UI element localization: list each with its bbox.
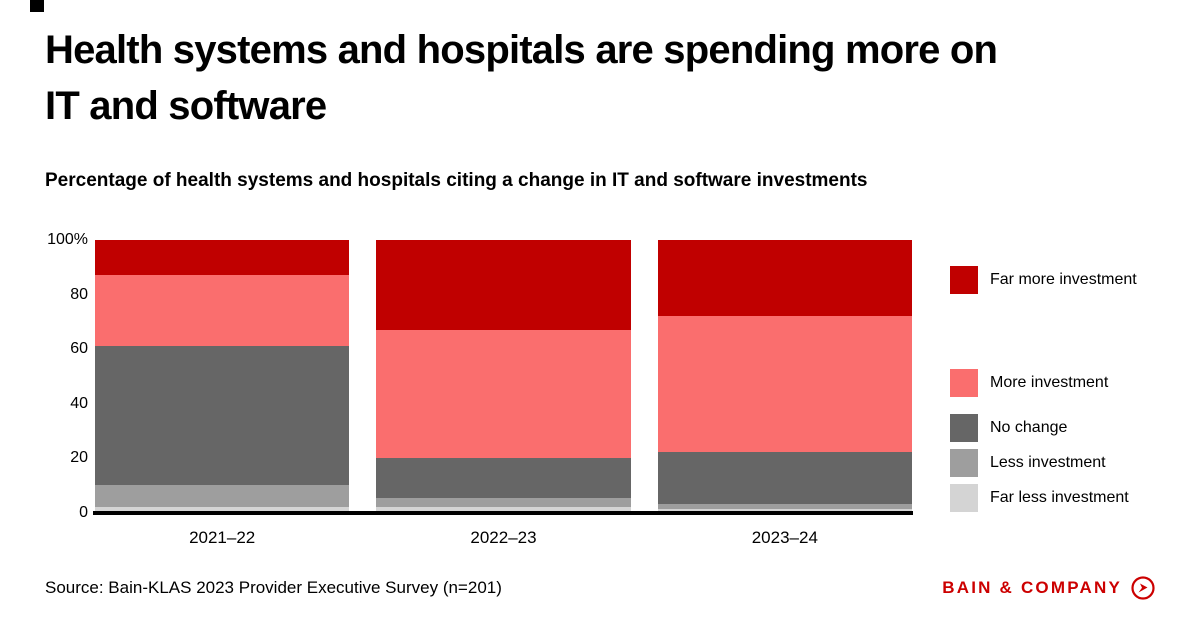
y-axis: 100% 80 60 40 20 0 bbox=[20, 231, 88, 522]
segment-far-less-investment bbox=[95, 506, 350, 512]
plot-area bbox=[95, 240, 912, 512]
y-tick-label: 80 bbox=[70, 285, 88, 303]
segment-no-change bbox=[376, 457, 631, 499]
x-axis-line bbox=[93, 511, 913, 515]
legend: Far more investment More investment No cha… bbox=[950, 240, 1195, 514]
segment-less-investment bbox=[376, 498, 631, 507]
segment-far-more-investment bbox=[657, 240, 912, 317]
legend-label: No change bbox=[990, 419, 1068, 436]
segment-more-investment bbox=[657, 316, 912, 453]
legend-label: Far more investment bbox=[990, 271, 1137, 288]
bain-logo-icon bbox=[1131, 576, 1155, 600]
page-title: Health systems and hospitals are spendin… bbox=[45, 28, 998, 128]
legend-label: More investment bbox=[990, 374, 1109, 391]
x-axis-labels: 2021–22 2022–23 2023–24 bbox=[95, 528, 912, 548]
source-note: Source: Bain-KLAS 2023 Provider Executiv… bbox=[45, 578, 502, 597]
bain-logo-text: BAIN & COMPANY bbox=[942, 578, 1122, 597]
y-tick-label: 0 bbox=[79, 503, 88, 521]
legend-swatch bbox=[950, 449, 978, 477]
x-tick-label: 2021–22 bbox=[189, 528, 256, 547]
segment-far-less-investment bbox=[657, 509, 912, 512]
legend-swatch bbox=[950, 414, 978, 442]
corner-brand-mark bbox=[30, 0, 44, 12]
segment-no-change bbox=[95, 346, 350, 485]
legend-item-no-change: No change bbox=[950, 414, 1067, 442]
stacked-bar-2021-22 bbox=[95, 240, 350, 512]
x-tick-label: 2022–23 bbox=[470, 528, 537, 547]
legend-label: Less investment bbox=[990, 454, 1106, 471]
segment-more-investment bbox=[95, 275, 350, 347]
legend-swatch bbox=[950, 266, 978, 294]
stacked-bar-2023-24 bbox=[657, 240, 912, 512]
legend-item-more-investment: More investment bbox=[950, 369, 1108, 397]
y-tick-label: 100% bbox=[47, 231, 88, 248]
legend-item-less-investment: Less investment bbox=[950, 449, 1106, 477]
legend-label: Far less investment bbox=[990, 489, 1129, 506]
chart-subtitle: Percentage of health systems and hospita… bbox=[45, 170, 868, 191]
legend-swatch bbox=[950, 484, 978, 512]
stacked-bar-2022-23 bbox=[376, 240, 631, 512]
segment-far-less-investment bbox=[376, 506, 631, 512]
segment-far-more-investment bbox=[95, 240, 350, 276]
segment-less-investment bbox=[95, 484, 350, 507]
segment-more-investment bbox=[376, 329, 631, 458]
segment-less-investment bbox=[657, 503, 912, 510]
x-tick-label: 2023–24 bbox=[751, 528, 818, 547]
y-tick-label: 60 bbox=[70, 340, 88, 358]
y-tick-label: 40 bbox=[70, 394, 88, 412]
legend-swatch bbox=[950, 369, 978, 397]
segment-far-more-investment bbox=[376, 240, 631, 330]
segment-no-change bbox=[657, 452, 912, 504]
legend-item-far-more-investment: Far more investment bbox=[950, 266, 1137, 294]
y-tick-label: 20 bbox=[70, 449, 88, 467]
bain-logo: BAIN & COMPANY bbox=[942, 576, 1155, 600]
legend-item-far-less-investment: Far less investment bbox=[950, 484, 1129, 512]
